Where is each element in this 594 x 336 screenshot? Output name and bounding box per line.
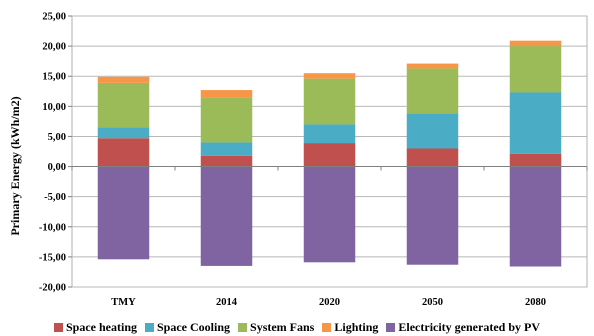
y-axis-label: Primary Energy (kWh/m2) — [8, 96, 22, 235]
legend-swatch — [386, 322, 396, 332]
y-tick-label: -20,00 — [39, 283, 66, 294]
legend-item-system-fans: System Fans — [238, 320, 314, 335]
bar-segment-electricity-generated-by-pv — [97, 166, 150, 260]
y-tick-label: 15,00 — [42, 72, 66, 83]
legend-item-space-cooling: Space Cooling — [145, 320, 230, 335]
bar-segment-space-cooling — [406, 113, 459, 149]
y-tick-label: -10,00 — [39, 222, 66, 233]
y-tick-label: 25,00 — [42, 12, 66, 23]
bar-segment-lighting — [303, 73, 356, 79]
x-tick-label: 2020 — [319, 297, 340, 308]
y-tick-label: 5,00 — [48, 132, 66, 143]
legend-swatch — [145, 322, 154, 332]
bar-segment-space-heating — [200, 155, 253, 167]
stacked-bar-chart: 25,00 20,00 15,00 10,00 5,00 0,00 -5,00 -10,00 -… — [8, 12, 588, 308]
y-tick-label: 20,00 — [42, 42, 66, 53]
bar-segment-lighting — [200, 90, 253, 98]
bars — [97, 40, 562, 267]
bar-segment-space-heating — [303, 143, 356, 167]
bar-segment-space-heating — [509, 153, 562, 167]
x-tick-label: 2080 — [525, 297, 546, 308]
bar-segment-lighting — [97, 76, 150, 83]
bar-segment-system-fans — [509, 46, 562, 93]
bar-segment-space-cooling — [200, 142, 253, 156]
x-tick-labels: TMY 2014 2020 2050 2080 — [111, 297, 546, 308]
bar-segment-electricity-generated-by-pv — [509, 166, 562, 267]
y-tick-label: 10,00 — [42, 102, 66, 113]
y-tick-label: 0,00 — [48, 162, 66, 173]
legend-swatch — [238, 322, 248, 332]
bar-segment-system-fans — [406, 68, 459, 114]
y-tick-label: -15,00 — [39, 252, 66, 263]
legend-item-electricity-generated-by-pv: Electricity generated by PV — [386, 320, 540, 335]
bar-segment-lighting — [406, 63, 459, 69]
legend-label: System Fans — [250, 319, 315, 334]
bar-segment-electricity-generated-by-pv — [303, 166, 356, 263]
legend-swatch — [322, 322, 332, 332]
bar-segment-electricity-generated-by-pv — [200, 166, 253, 266]
bar-segment-space-heating — [97, 138, 150, 167]
x-tick-label: 2014 — [216, 297, 238, 308]
legend-swatch — [53, 322, 63, 332]
bar-segment-lighting — [509, 40, 562, 47]
legend-item-space-heating: Space heating — [53, 319, 137, 335]
bar-segment-space-cooling — [509, 92, 562, 154]
y-tick-label: -5,00 — [44, 192, 66, 203]
bar-segment-system-fans — [97, 82, 150, 128]
y-tick-labels: 25,00 20,00 15,00 10,00 5,00 0,00 -5,00 -10,00 -… — [39, 12, 66, 294]
bar-segment-system-fans — [303, 78, 356, 125]
bar-segment-space-cooling — [303, 124, 356, 144]
legend-label: Lighting — [334, 319, 379, 334]
legend-item-lighting: Lighting — [322, 320, 378, 335]
axes — [68, 15, 588, 288]
bar-segment-electricity-generated-by-pv — [406, 166, 459, 265]
legend-label: Space heating — [65, 319, 137, 334]
bar-segment-system-fans — [200, 97, 253, 143]
x-tick-label: TMY — [111, 297, 136, 308]
bar-segment-space-heating — [406, 148, 459, 167]
bar-segment-space-cooling — [97, 127, 150, 139]
legend: Space heating Space Cooling System Fans … — [0, 318, 594, 336]
legend-label: Space Cooling — [157, 319, 231, 334]
x-tick-label: 2050 — [422, 297, 443, 308]
legend-label: Electricity generated by PV — [398, 319, 540, 334]
